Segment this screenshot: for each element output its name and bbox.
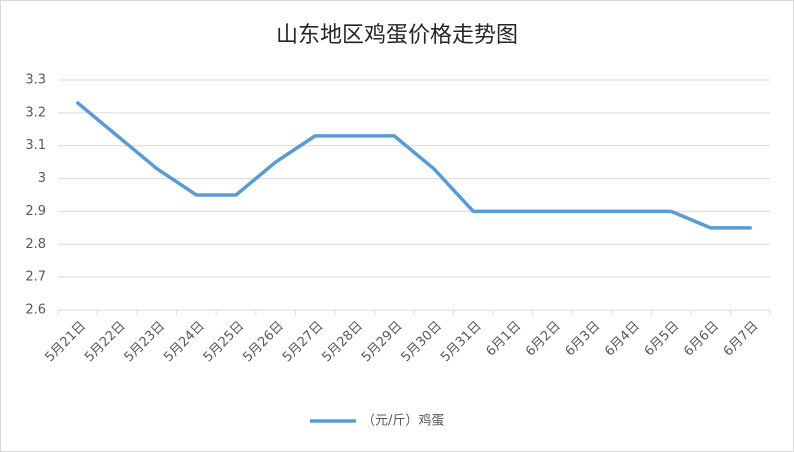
y-tick-label: 3 <box>38 171 46 186</box>
y-tick-label: 3.3 <box>25 73 46 88</box>
legend-label: （元/斤）鸡蛋 <box>362 413 444 429</box>
y-tick-label: 2.9 <box>25 204 46 219</box>
y-tick-label: 2.7 <box>25 270 46 285</box>
y-tick-label: 3.1 <box>25 138 46 153</box>
y-tick-label: 2.8 <box>25 237 46 252</box>
chart-title: 山东地区鸡蛋价格走势图 <box>276 23 518 48</box>
data-line <box>76 101 752 230</box>
y-tick-label: 3.2 <box>25 105 46 120</box>
y-tick-label: 2.6 <box>25 303 46 318</box>
